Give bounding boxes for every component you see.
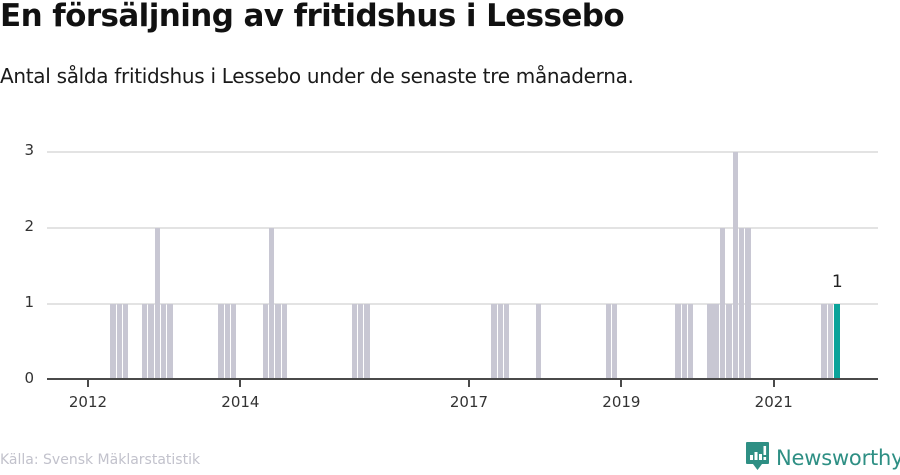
bar [218,304,224,380]
x-tick [239,380,242,387]
bar [713,304,719,380]
gridline [47,151,878,153]
bar [148,304,154,380]
bar [503,304,510,380]
x-tick [620,380,623,387]
bar [364,304,370,380]
bar [357,304,364,380]
x-tick [772,380,775,387]
bar [497,304,504,380]
bar [719,228,726,380]
bar [154,228,161,380]
x-tick-label: 2019 [602,393,641,411]
y-tick-label: 0 [24,369,34,387]
bar [141,304,148,380]
highlighted-bar [834,304,840,380]
x-tick [467,380,470,387]
bar [745,228,751,380]
bar [738,228,745,380]
bar [491,304,497,380]
bar [281,304,288,380]
bar [827,304,834,380]
gridline [47,227,878,229]
bar [161,304,167,380]
bar [535,304,542,380]
y-tick-label: 1 [24,293,34,311]
bar [110,304,116,380]
chart-subtitle: Antal sålda fritidshus i Lessebo under d… [0,64,634,88]
newsworthy-logo-icon [745,441,770,475]
x-tick [86,380,89,387]
source-note: Källa: Svensk Mäklarstatistik [0,452,201,468]
chart-title: En försäljning av fritidshus i Lessebo [0,0,625,34]
brand-name: Newsworthy [776,446,900,470]
x-tick-label: 2017 [449,393,489,411]
gridline [47,303,878,305]
bar [611,304,618,380]
x-tick-label: 2012 [68,393,108,411]
x-axis-line [47,378,878,380]
bar [605,304,611,380]
bar [351,304,357,380]
bar [268,228,275,380]
y-tick-label: 3 [24,141,34,159]
bar-value-label: 1 [831,272,843,292]
bar [688,304,694,380]
bar [275,304,281,380]
bar [167,304,173,380]
bar [122,304,129,380]
bar [821,304,827,380]
x-tick-label: 2014 [221,393,260,411]
y-tick-label: 2 [24,217,34,235]
bar [675,304,681,380]
bar [116,304,122,380]
bar [726,304,732,380]
bar [262,304,269,380]
x-tick-label: 2021 [754,393,793,411]
bar [707,304,713,380]
bar [681,304,688,380]
bar [732,152,738,380]
bar [224,304,230,380]
newsworthy-logo[interactable]: Newsworthy [745,441,900,475]
bar [230,304,237,380]
